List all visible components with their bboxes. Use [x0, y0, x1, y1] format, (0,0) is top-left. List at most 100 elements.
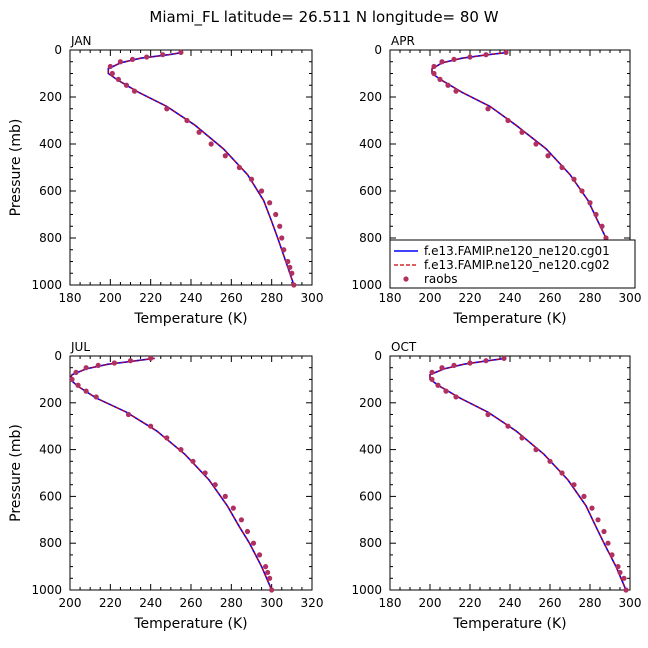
raobs-point [623, 587, 629, 593]
raobs-point [503, 49, 509, 55]
raobs-point [445, 82, 451, 88]
raobs-point [273, 211, 279, 218]
raobs-point [212, 482, 218, 488]
x-tick-label: 180 [59, 291, 82, 305]
raobs-point [431, 63, 437, 70]
raobs-point [617, 569, 623, 576]
series-line-cg02 [431, 51, 621, 286]
x-tick-label: 200 [419, 596, 442, 610]
raobs-point [267, 575, 273, 581]
panel-title: APR [391, 34, 415, 48]
y-tick-label: 800 [359, 231, 382, 245]
raobs-point [443, 388, 449, 394]
y-tick-label: 1000 [31, 278, 62, 292]
raobs-point [131, 88, 138, 94]
legend-swatch-raobs [403, 276, 409, 282]
raobs-point [483, 52, 489, 58]
raobs-point [256, 552, 263, 558]
raobs-point [431, 70, 437, 77]
raobs-point [148, 355, 154, 361]
raobs-point [615, 564, 621, 570]
y-tick-label: 0 [54, 43, 62, 57]
series-line-cg02 [107, 51, 295, 286]
y-tick-label: 600 [39, 489, 62, 503]
raobs-point [258, 188, 265, 194]
x-tick-label: 260 [539, 596, 562, 610]
raobs-point [125, 411, 132, 418]
raobs-point [547, 458, 553, 464]
raobs-point [437, 76, 443, 82]
raobs-point [285, 258, 291, 265]
y-axis-label: Pressure (mb) [8, 424, 24, 522]
raobs-point [196, 129, 202, 135]
raobs-point [265, 569, 271, 576]
raobs-point [83, 365, 89, 371]
series-line-cg01 [69, 357, 273, 591]
raobs-point [429, 369, 435, 375]
series-line-cg02 [429, 357, 627, 591]
raobs-point [109, 70, 115, 77]
x-tick-label: 180 [379, 291, 402, 305]
x-tick-label: 240 [180, 291, 203, 305]
x-tick-label: 220 [99, 596, 122, 610]
raobs-point [621, 575, 627, 581]
raobs-point [117, 59, 124, 65]
raobs-point [144, 54, 150, 60]
y-tick-label: 200 [359, 90, 382, 104]
x-axis-label: Temperature (K) [133, 311, 247, 327]
x-tick-label: 200 [59, 596, 82, 610]
x-tick-label: 260 [539, 291, 562, 305]
raobs-point [164, 106, 170, 112]
raobs-point [93, 394, 99, 400]
raobs-point [178, 447, 184, 453]
raobs-point [148, 423, 154, 429]
panel-jul: 200 220 240 260 280 300 320 0 200 400 600 800 1000 JU… [8, 340, 323, 632]
x-tick-label: 300 [260, 596, 283, 610]
legend-box [389, 239, 636, 289]
raobs-point [281, 247, 287, 253]
y-tick-label: 400 [359, 137, 382, 151]
raobs-point [435, 382, 441, 388]
x-axis-label: Temperature (K) [452, 311, 566, 327]
raobs-point [595, 517, 601, 523]
raobs-point [571, 176, 577, 182]
raobs-point [453, 394, 459, 400]
raobs-point [571, 482, 577, 488]
y-tick-label: 800 [39, 231, 62, 245]
x-tick-label: 180 [379, 596, 402, 610]
y-tick-label: 800 [359, 536, 382, 550]
raobs-point [485, 411, 491, 418]
raobs-point [238, 517, 245, 523]
y-tick-label: 1000 [351, 583, 382, 597]
y-tick-label: 0 [374, 43, 382, 57]
raobs-point [263, 564, 269, 570]
raobs-point [453, 88, 459, 94]
y-tick-label: 400 [359, 443, 382, 457]
raobs-point [451, 56, 457, 63]
raobs-point [581, 493, 587, 499]
raobs-point [129, 56, 136, 63]
y-tick-label: 600 [359, 184, 382, 198]
x-tick-label: 260 [180, 596, 203, 610]
raobs-point [202, 470, 208, 476]
raobs-point [164, 435, 170, 441]
raobs-point [190, 458, 196, 464]
panel-title: JAN [70, 34, 92, 48]
y-tick-label: 400 [39, 443, 62, 457]
page-title: Miami_FL latitude= 26.511 N longitude= 8… [149, 8, 498, 27]
raobs-point [160, 52, 166, 58]
raobs-point [269, 587, 275, 593]
raobs-point [287, 264, 293, 270]
raobs-point [123, 82, 130, 88]
raobs-point [605, 540, 611, 546]
x-axis-label: Temperature (K) [133, 616, 247, 632]
raobs-point [107, 63, 113, 70]
x-tick-label: 220 [459, 596, 482, 610]
raobs-point [236, 164, 242, 171]
y-tick-label: 400 [39, 137, 62, 151]
plot-frame [69, 49, 313, 286]
plot-frame [389, 355, 631, 591]
raobs-point [244, 528, 251, 535]
raobs-point [589, 505, 595, 511]
